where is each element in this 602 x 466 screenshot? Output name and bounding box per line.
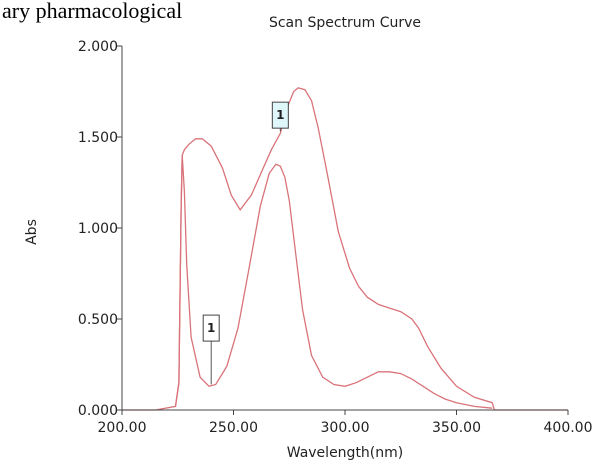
y-tick-label: 1.000: [78, 221, 118, 237]
marker-label: 1: [207, 321, 215, 335]
x-axis-label: Wavelength(nm): [287, 445, 403, 461]
axes: 200.00 250.00 300.00 350.00 400.00 0.000 0.500…: [78, 39, 593, 436]
y-tick-label: 2.000: [78, 39, 118, 55]
y-tick-label: 1.500: [78, 130, 118, 146]
x-tick-label: 400.00: [544, 420, 593, 436]
plot-area: 11: [122, 87, 568, 411]
peak-marker-1: 1: [202, 314, 220, 385]
y-tick-label: 0.500: [78, 312, 118, 328]
x-tick-label: 300.00: [321, 420, 370, 436]
spectrum-line-2: [174, 155, 493, 409]
chart-title: Scan Spectrum Curve: [269, 15, 421, 31]
y-axis-label: Abs: [24, 219, 40, 245]
y-tick-label: 0.000: [78, 403, 118, 419]
marker-label: 1: [276, 108, 284, 122]
marker-box: [271, 101, 289, 129]
peak-marker-2: 1: [271, 101, 289, 132]
partial-caption-text: ary pharmacological: [2, 0, 183, 23]
x-tick-label: 250.00: [209, 420, 258, 436]
x-tick-label: 350.00: [432, 420, 481, 436]
x-tick-label: 200.00: [98, 420, 147, 436]
spectrum-line-1: [122, 87, 568, 411]
marker-box: [202, 314, 220, 342]
